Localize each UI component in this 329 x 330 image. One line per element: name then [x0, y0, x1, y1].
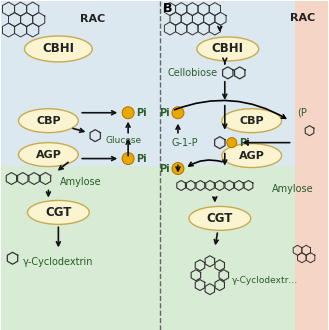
Ellipse shape — [27, 200, 89, 224]
Text: Amylose: Amylose — [60, 178, 102, 187]
Text: CBP: CBP — [36, 116, 61, 126]
Text: (P: (P — [297, 108, 307, 118]
Text: G-1-P: G-1-P — [172, 138, 199, 148]
Text: AGP: AGP — [239, 150, 265, 161]
Circle shape — [122, 107, 134, 119]
Text: CBP: CBP — [240, 116, 264, 126]
Bar — [294, 1, 328, 166]
Text: Cellobiose: Cellobiose — [168, 68, 218, 78]
Ellipse shape — [18, 143, 78, 167]
Text: B: B — [163, 2, 172, 15]
Text: CGT: CGT — [45, 206, 71, 219]
Ellipse shape — [24, 36, 92, 62]
Text: RAC: RAC — [80, 14, 106, 24]
Text: Pi: Pi — [136, 108, 147, 118]
Text: CBHI: CBHI — [212, 43, 244, 55]
Circle shape — [172, 107, 184, 119]
Text: RAC: RAC — [290, 13, 315, 23]
Ellipse shape — [197, 37, 259, 61]
Bar — [1, 166, 160, 330]
Ellipse shape — [18, 109, 78, 133]
Text: Pi: Pi — [159, 108, 170, 118]
Text: CGT: CGT — [207, 212, 233, 225]
Bar — [160, 166, 294, 330]
Ellipse shape — [189, 207, 251, 230]
Bar — [160, 1, 294, 166]
Ellipse shape — [222, 144, 282, 168]
Text: Pi: Pi — [159, 164, 170, 174]
Text: CBHI: CBHI — [42, 43, 74, 55]
Text: Pi: Pi — [239, 138, 249, 148]
Ellipse shape — [222, 109, 282, 133]
Text: Pi: Pi — [136, 153, 147, 164]
Text: Glucose: Glucose — [105, 136, 141, 145]
Text: γ-Cyclodextr…: γ-Cyclodextr… — [232, 276, 298, 285]
Circle shape — [227, 138, 237, 148]
Text: Amylose: Amylose — [272, 184, 313, 194]
Bar — [1, 1, 160, 166]
Circle shape — [122, 152, 134, 165]
Text: γ-Cyclodextrin: γ-Cyclodextrin — [22, 257, 93, 267]
Text: AGP: AGP — [36, 149, 61, 160]
Circle shape — [172, 163, 184, 175]
Bar — [294, 166, 328, 330]
